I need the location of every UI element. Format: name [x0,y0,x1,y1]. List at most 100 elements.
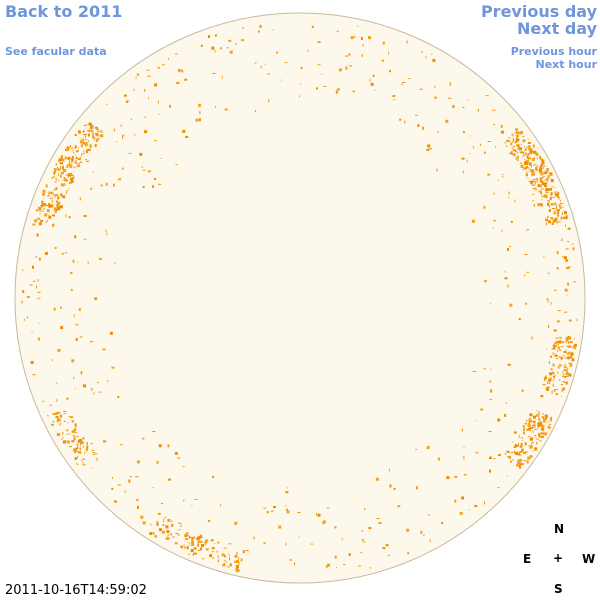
facula [85,134,87,136]
facula [38,257,41,261]
facula [67,175,69,179]
facula [79,439,81,442]
facula [192,552,194,556]
facula [55,415,59,418]
facula [65,214,67,218]
facula [75,463,78,465]
facula [100,134,104,138]
facula [560,346,564,347]
facula [550,417,552,421]
previous-hour-link[interactable]: Previous hour [510,45,597,58]
facula [571,243,574,245]
facula [54,247,57,249]
next-day-link[interactable]: Next day [517,19,597,38]
facula [175,533,179,534]
facula [562,256,565,258]
facula [546,168,549,171]
facula [525,173,528,177]
facular-data-link[interactable]: See facular data [5,45,107,58]
facula [563,210,566,212]
facula [79,443,81,447]
facula [161,530,165,534]
facula [553,289,557,291]
facula [548,201,550,204]
facula [423,534,425,536]
facula [558,364,562,366]
facula [66,397,69,400]
facula [70,147,74,149]
facula [267,73,271,75]
facula [71,359,75,363]
facula [526,460,529,464]
next-hour-link[interactable]: Next hour [535,58,598,71]
facula [217,554,219,558]
facula [70,145,71,147]
facula [536,413,539,417]
facula [558,204,562,206]
facula [528,171,530,172]
facula [556,191,558,194]
facula [454,475,458,478]
facula [508,196,510,198]
facula [490,389,493,393]
facula [441,522,444,524]
facula [527,138,529,140]
facula [68,188,70,190]
facula [69,446,72,448]
facula [284,62,288,64]
facula [97,382,100,384]
facula [534,428,538,430]
facula [113,183,115,187]
facula [29,284,33,286]
facula [83,238,87,240]
facula [514,141,518,144]
facula [573,343,577,347]
back-link[interactable]: Back to 2011 [5,2,123,21]
facula [167,534,170,536]
facula [532,420,536,423]
facula [526,159,530,163]
facula [493,219,496,222]
facula [546,200,550,202]
facula [547,202,549,206]
facula [560,365,563,366]
facula [57,167,60,170]
facula [527,178,529,179]
facula [550,192,553,196]
previous-day-link[interactable]: Previous day [480,2,597,21]
facula [64,178,68,182]
facula [561,342,564,344]
facula [136,506,139,509]
facula [542,427,545,430]
facula [92,453,96,455]
facula [551,218,553,221]
facula [561,389,564,392]
facula [76,444,78,445]
facula [548,210,550,212]
facula [559,220,561,223]
facula [552,352,554,356]
facula [84,143,87,147]
facula [204,542,206,546]
facula [526,167,530,169]
facula [540,203,543,207]
facula [519,162,521,164]
facula [493,458,496,460]
facula [514,451,518,455]
facula [555,208,558,210]
facula [90,129,92,133]
facula [522,439,523,441]
facula [532,193,535,195]
facula [205,539,209,542]
facula [544,182,548,185]
facula [68,172,72,175]
facula [53,168,57,171]
facula [565,337,567,339]
facula [524,442,527,446]
facula [77,455,79,459]
facula [393,99,394,101]
facula [317,513,321,517]
facula [512,441,514,443]
facula [56,169,60,171]
facula [237,569,240,572]
